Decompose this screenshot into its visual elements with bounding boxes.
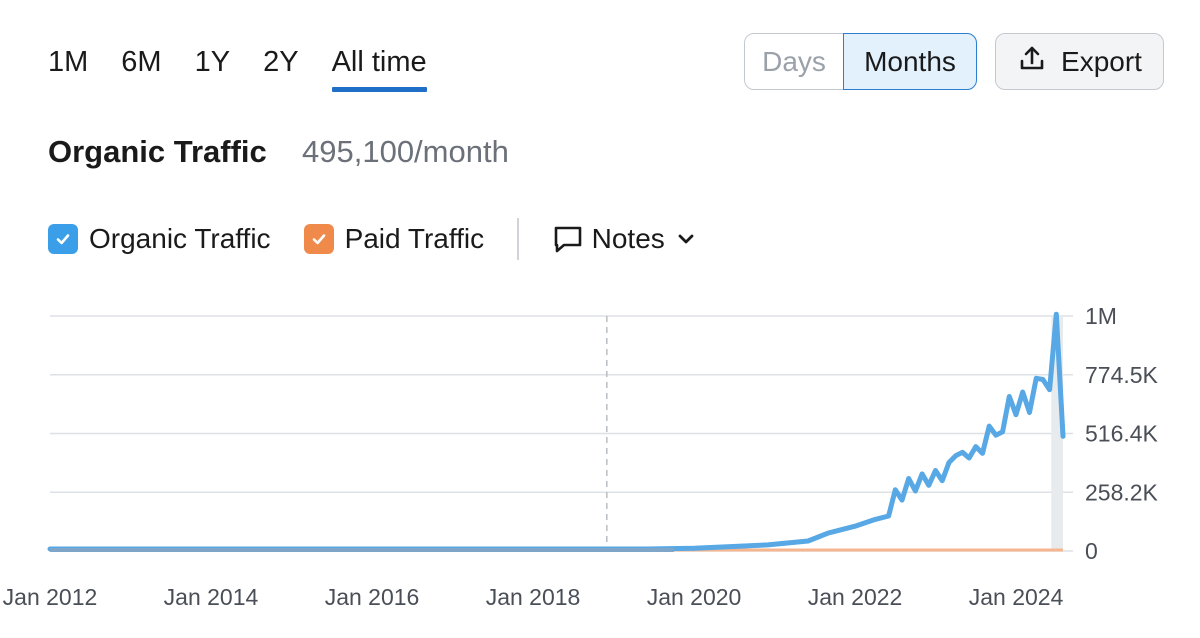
x-tick-label: Jan 2014: [164, 584, 259, 610]
tab-6m[interactable]: 6M: [121, 46, 162, 78]
period-tabs: 1M 6M 1Y 2Y All time: [48, 40, 460, 92]
chevron-down-icon: [678, 234, 694, 244]
legend-paid-traffic[interactable]: Paid Traffic: [303, 223, 485, 255]
days-button[interactable]: Days: [744, 33, 844, 90]
legend-paid-label: Paid Traffic: [344, 223, 485, 254]
x-tick-label: Jan 2016: [325, 584, 420, 610]
months-button[interactable]: Months: [843, 33, 977, 90]
x-tick-label: Jan 2022: [808, 584, 903, 610]
export-label: Export: [1061, 45, 1142, 77]
tab-all-time[interactable]: All time: [331, 40, 427, 92]
tab-1m[interactable]: 1M: [48, 46, 89, 78]
legend-divider: [517, 218, 519, 260]
traffic-chart[interactable]: 0 258.2K 516.4K 774.5K 1M Jan 2012 Jan 2014 Jan…: [0, 290, 1200, 638]
y-tick-label: 258.2K: [1085, 479, 1159, 505]
granularity-toggle: Days Months: [744, 33, 977, 90]
y-tick-label: 516.4K: [1085, 421, 1159, 447]
x-tick-label: Jan 2024: [969, 584, 1064, 610]
y-tick-label: 1M: [1085, 303, 1117, 329]
checkbox-checked-icon[interactable]: [303, 224, 334, 254]
legend-organic-label: Organic Traffic: [89, 223, 271, 254]
comment-icon: [554, 226, 581, 253]
x-tick-label: Jan 2018: [486, 584, 581, 610]
upload-icon: [1017, 43, 1047, 80]
current-period-band: [1051, 316, 1063, 551]
tab-2y[interactable]: 2Y: [263, 46, 299, 78]
y-tick-label: 774.5K: [1085, 362, 1159, 388]
y-tick-label: 0: [1085, 538, 1098, 564]
notes-dropdown[interactable]: Notes: [552, 223, 697, 255]
x-tick-label: Jan 2020: [647, 584, 742, 610]
legend-organic-traffic[interactable]: Organic Traffic: [48, 223, 271, 255]
checkbox-checked-icon[interactable]: [48, 224, 78, 254]
x-tick-label: Jan 2012: [3, 584, 98, 610]
legend: Organic Traffic Paid Traffic Notes: [48, 217, 697, 261]
chart-title: Organic Traffic: [48, 134, 267, 169]
export-button[interactable]: Export: [995, 33, 1164, 90]
tab-1y[interactable]: 1Y: [194, 46, 231, 78]
series-line-organic-traffic: [47, 311, 1066, 552]
traffic-value: 495,100/month: [302, 134, 509, 169]
notes-label: Notes: [591, 223, 665, 254]
